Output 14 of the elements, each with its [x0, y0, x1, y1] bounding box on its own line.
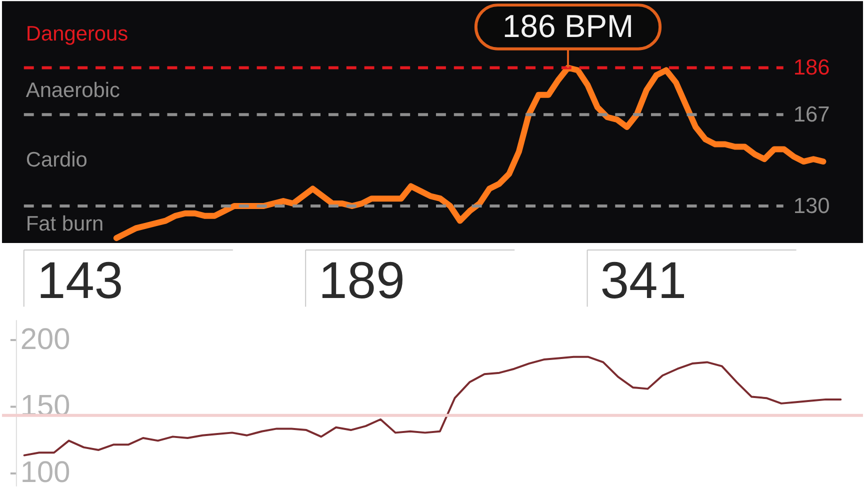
annotation: Anaerobic — [26, 79, 120, 102]
ref-line-label: 130 — [793, 192, 830, 218]
y-tick-label: 200 — [20, 323, 70, 356]
y-tick-label: 100 — [20, 456, 70, 487]
text: 189 — [318, 250, 405, 309]
line-series — [23, 356, 842, 456]
text: Fat burn — [26, 212, 104, 236]
ref-line-label: 186 — [793, 54, 830, 80]
ref-line-label: 167 — [793, 102, 830, 127]
text: 143 — [36, 250, 124, 309]
text: Cardio — [26, 148, 88, 172]
text: 341 — [600, 250, 687, 309]
annotation: Dangerous — [26, 22, 128, 46]
annotation: 186 BPM — [502, 8, 634, 44]
